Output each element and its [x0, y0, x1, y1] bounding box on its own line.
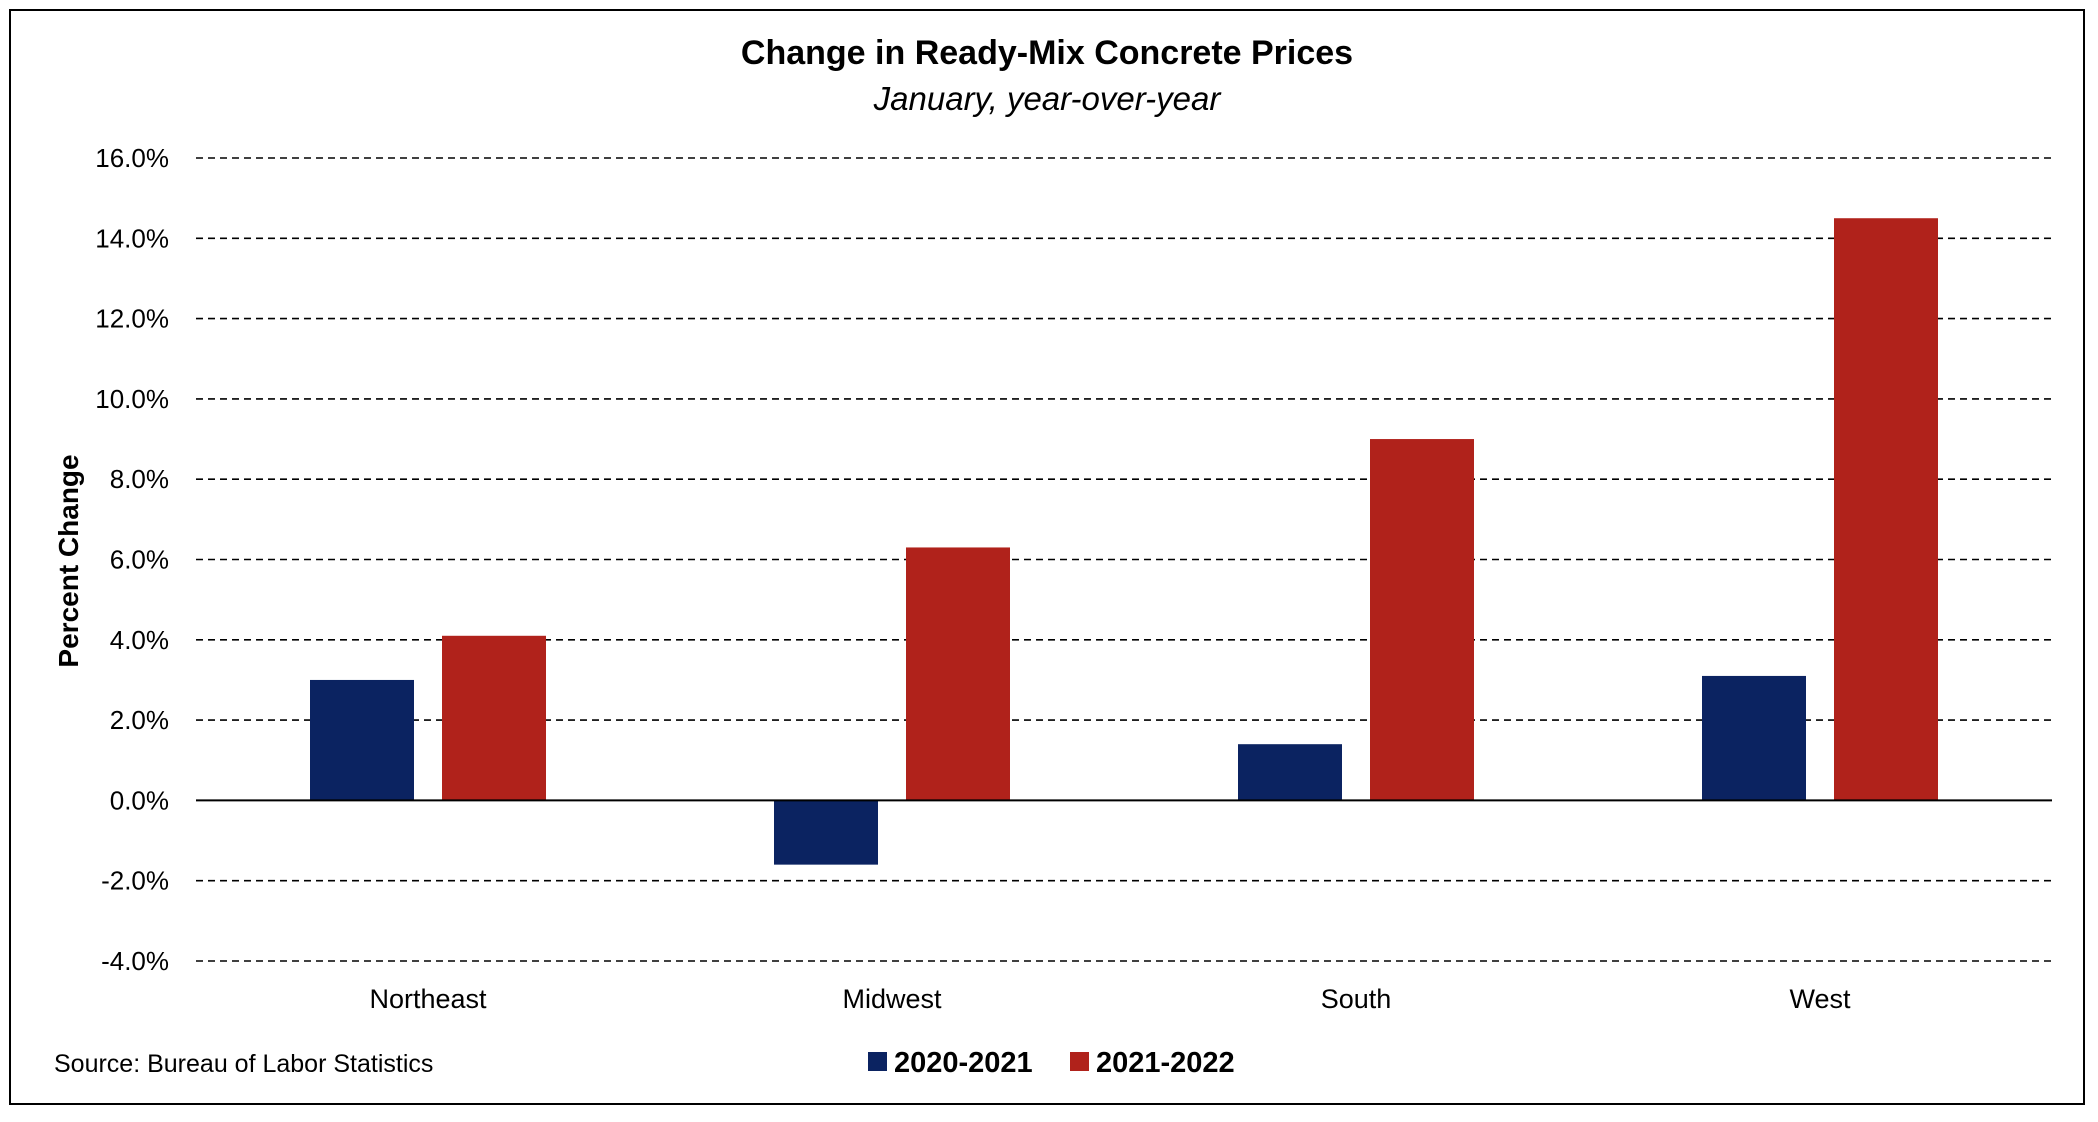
bar-midwest-2021-2022: [906, 547, 1010, 801]
bars: [310, 218, 1938, 865]
chart-title: Change in Ready-Mix Concrete Prices: [741, 34, 1353, 72]
source-note: Source: Bureau of Labor Statistics: [54, 1050, 433, 1078]
y-axis-tick-labels: -4.0% -2.0% 0.0% 2.0% 4.0% 6.0% 8.0% 10.0% 12.0%…: [95, 143, 169, 976]
y-tick-label: -4.0%: [101, 946, 169, 976]
x-category-label: West: [1789, 984, 1851, 1014]
y-tick-label: 16.0%: [95, 143, 169, 173]
bar-south-2020-2021: [1238, 744, 1342, 801]
x-category-label: Midwest: [842, 984, 942, 1014]
y-tick-label: 6.0%: [110, 545, 169, 575]
chart-frame: [9, 9, 2085, 1105]
y-tick-label: -2.0%: [101, 866, 169, 896]
y-tick-label: 14.0%: [95, 223, 169, 253]
y-tick-label: 8.0%: [110, 464, 169, 494]
x-category-label: Northeast: [369, 984, 487, 1014]
bar-northeast-2021-2022: [442, 635, 546, 801]
bar-midwest-2020-2021: [774, 800, 878, 865]
y-tick-label: 10.0%: [95, 384, 169, 414]
legend-label: 2020-2021: [894, 1047, 1033, 1079]
bar-northeast-2020-2021: [310, 679, 414, 801]
legend-swatch: [868, 1052, 887, 1071]
bar-west-2021-2022: [1834, 218, 1938, 801]
bar-west-2020-2021: [1702, 675, 1806, 801]
legend-swatch: [1070, 1052, 1089, 1071]
y-tick-label: 12.0%: [95, 304, 169, 334]
x-axis-category-labels: Northeast Midwest South West: [369, 984, 1851, 1014]
y-axis-label: Percent Change: [53, 454, 84, 667]
legend-label: 2021-2022: [1096, 1047, 1235, 1079]
gridlines: [196, 157, 2052, 962]
bar-south-2021-2022: [1370, 439, 1474, 801]
x-category-label: South: [1321, 984, 1392, 1014]
chart-subtitle: January, year-over-year: [873, 80, 1223, 117]
legend: 2020-2021 2021-2022: [868, 1047, 1235, 1079]
y-tick-label: 4.0%: [110, 625, 169, 655]
y-tick-label: 2.0%: [110, 705, 169, 735]
y-tick-label: 0.0%: [110, 785, 169, 815]
